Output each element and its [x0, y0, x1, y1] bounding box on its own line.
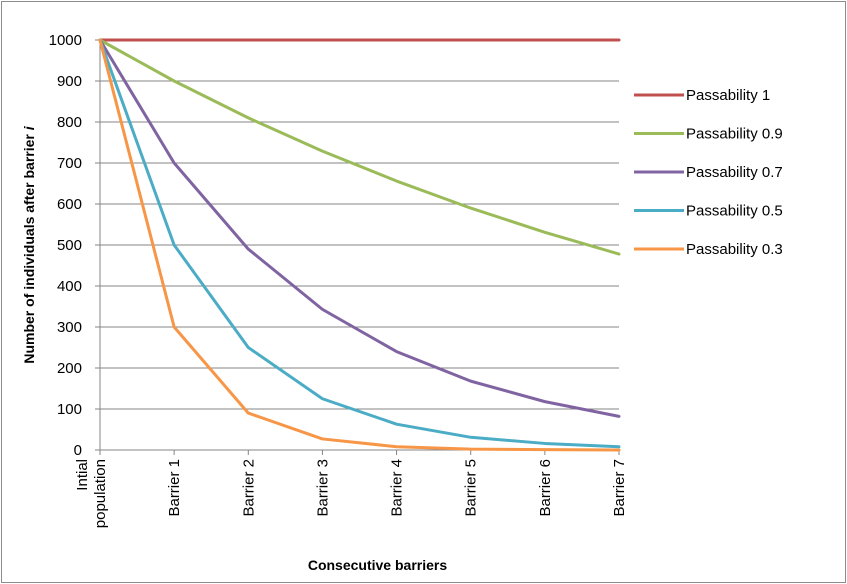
y-tick-labels: 0 100 200 300 400 500 600 700 800 900 1000: [49, 32, 82, 459]
y-axis-title: Number of individuals after barrier i: [21, 125, 37, 363]
x-tick-label: Barrier 7: [611, 459, 628, 517]
y-tick-label: 400: [57, 278, 82, 295]
y-tick-label: 900: [57, 73, 82, 90]
x-tick-label: Barrier 4: [389, 459, 406, 517]
axes: [95, 39, 620, 455]
x-tick-label-line: Barrier 5: [463, 459, 480, 517]
y-tick-label: 600: [57, 196, 82, 213]
x-tick-label: Barrier 3: [314, 459, 331, 517]
legend-label: Passability 1: [686, 87, 770, 104]
x-tick-label: Barrier 1: [166, 459, 183, 517]
legend: Passability 1 Passability 0.9 Passability …: [634, 87, 783, 258]
x-axis-title: Consecutive barriers: [308, 557, 447, 573]
legend-item: Passability 1: [634, 87, 770, 104]
series-line-1: [98, 38, 621, 256]
y-tick-label: 0: [74, 442, 82, 459]
x-tick-label: Barrier 6: [537, 459, 554, 517]
series-line-4: [98, 38, 621, 452]
legend-item: Passability 0.7: [634, 164, 783, 181]
legend-label: Passability 0.9: [686, 126, 783, 143]
y-tick-label: 200: [57, 360, 82, 377]
x-tick-label-line: Barrier 1: [166, 459, 183, 517]
legend-label: Passability 0.7: [686, 164, 783, 181]
legend-label: Passability 0.3: [686, 241, 783, 258]
x-tick-label-line: Barrier 7: [611, 459, 628, 517]
x-tick-label-line: Barrier 6: [537, 459, 554, 517]
x-tick-label-line: population: [92, 459, 109, 528]
y-axis-title-main: Number of individuals after barrier: [21, 130, 37, 363]
x-tick-label-line: Intial: [74, 459, 91, 491]
series-line-2: [98, 38, 621, 418]
legend-item: Passability 0.9: [634, 126, 783, 143]
y-tick-label: 100: [57, 401, 82, 418]
x-tick-label-line: Barrier 3: [314, 459, 331, 517]
y-tick-label: 800: [57, 114, 82, 131]
x-tick-label-line: Barrier 2: [240, 459, 257, 517]
x-tick-label: Intialpopulation: [74, 459, 109, 528]
legend-label: Passability 0.5: [686, 203, 783, 220]
y-tick-label: 700: [57, 155, 82, 172]
x-tick-labels: Intialpopulation Barrier 1 Barrier 2 Barrie…: [74, 459, 628, 528]
x-tick-label: Barrier 5: [463, 459, 480, 517]
x-tick-label-line: Barrier 4: [389, 459, 406, 517]
legend-item: Passability 0.3: [634, 241, 783, 258]
series-lines: [98, 38, 621, 452]
y-tick-label: 1000: [49, 32, 82, 49]
series-line-3: [98, 38, 621, 449]
y-tick-label: 500: [57, 237, 82, 254]
gridlines: [100, 39, 619, 410]
y-axis-title-italic: i: [21, 125, 37, 130]
x-tick-label: Barrier 2: [240, 459, 257, 517]
legend-item: Passability 0.5: [634, 203, 783, 220]
y-tick-label: 300: [57, 319, 82, 336]
